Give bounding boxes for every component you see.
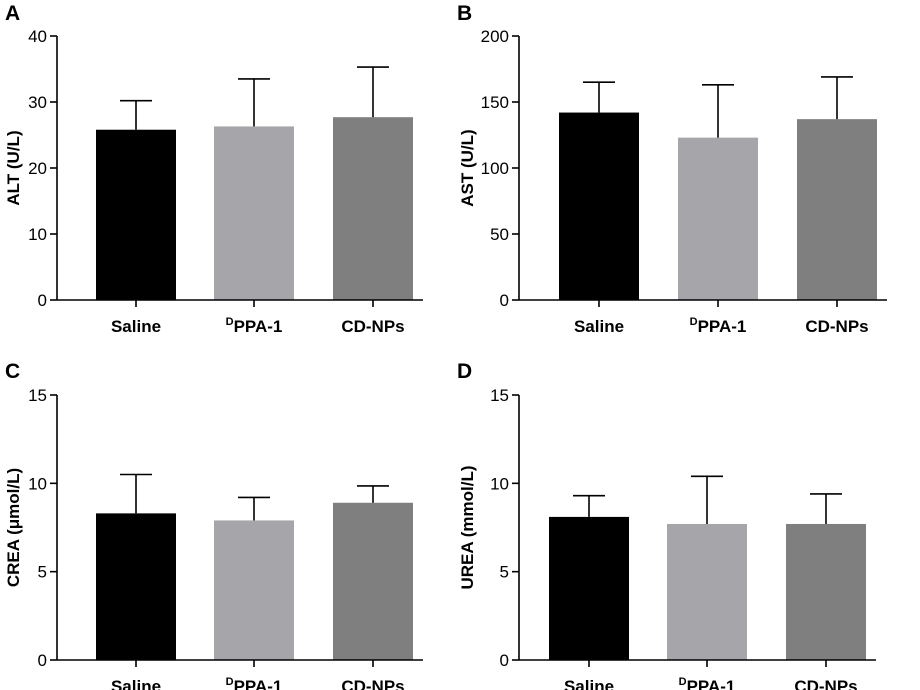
panel-letter: A — [5, 2, 20, 25]
bar-ppa-1 — [214, 126, 294, 300]
x-tick-label: CD-NPs — [341, 677, 404, 690]
bar-saline — [96, 129, 176, 300]
bar-cd-nps — [333, 502, 413, 660]
x-tick-label: Saline — [111, 677, 161, 690]
bar-cd-nps — [797, 119, 877, 300]
panel-letter: C — [5, 360, 20, 383]
y-axis-label: ALT (U/L) — [4, 130, 23, 205]
x-tick-label: CD-NPs — [805, 317, 868, 336]
y-tick-label: 5 — [38, 563, 47, 582]
bar-cd-nps — [786, 523, 866, 660]
x-tick-label: CD-NPs — [794, 677, 857, 690]
bar-ppa-1 — [214, 520, 294, 660]
bar-saline — [549, 516, 629, 660]
y-tick-label: 0 — [500, 651, 509, 670]
panel-d: D 0 5 10 15 Saline DPPA-1 CD-NPs UREA (mmol/L) — [457, 360, 876, 690]
bar-ppa-1 — [667, 523, 747, 660]
y-tick-label: 5 — [500, 563, 509, 582]
bar-saline — [559, 112, 639, 300]
y-tick-label: 50 — [490, 225, 509, 244]
y-tick-label: 100 — [481, 159, 509, 178]
y-tick-label: 150 — [481, 93, 509, 112]
y-tick-label: 30 — [28, 93, 47, 112]
y-tick-label: 200 — [481, 27, 509, 46]
bar-cd-nps — [333, 117, 413, 301]
x-tick-label: DPPA-1 — [226, 676, 283, 690]
y-axis-label: UREA (mmol/L) — [458, 465, 477, 589]
x-tick-label: Saline — [564, 677, 614, 690]
y-tick-label: 40 — [28, 27, 47, 46]
y-tick-label: 0 — [38, 651, 47, 670]
x-tick-label: Saline — [574, 317, 624, 336]
y-tick-label: 15 — [490, 386, 509, 405]
bar-saline — [96, 513, 176, 660]
panel-c: C 0 5 10 15 Saline DPPA-1 CD-NPs CREA (μmol/L) — [4, 360, 423, 690]
bar-ppa-1 — [678, 137, 758, 300]
x-tick-label: DPPA-1 — [690, 316, 747, 336]
panel-b: B 0 50 100 150 200 Saline DPPA-1 CD-NPs AST (U/L) — [457, 2, 887, 336]
y-tick-label: 10 — [490, 474, 509, 493]
y-tick-label: 20 — [28, 159, 47, 178]
x-tick-label: Saline — [111, 317, 161, 336]
panel-a: A 0 10 20 30 40 Saline DPPA-1 CD-NPs ALT (U/L) — [4, 2, 423, 336]
y-axis-label: AST (U/L) — [458, 129, 477, 206]
panel-letter: D — [457, 360, 472, 383]
x-tick-label: DPPA-1 — [226, 316, 283, 336]
y-tick-label: 10 — [28, 225, 47, 244]
x-tick-label: DPPA-1 — [679, 676, 736, 690]
y-tick-label: 0 — [500, 291, 509, 310]
y-tick-label: 15 — [28, 386, 47, 405]
y-tick-label: 10 — [28, 474, 47, 493]
y-tick-label: 0 — [38, 291, 47, 310]
x-tick-label: CD-NPs — [341, 317, 404, 336]
panel-letter: B — [457, 2, 472, 25]
y-axis-label: CREA (μmol/L) — [4, 468, 23, 587]
